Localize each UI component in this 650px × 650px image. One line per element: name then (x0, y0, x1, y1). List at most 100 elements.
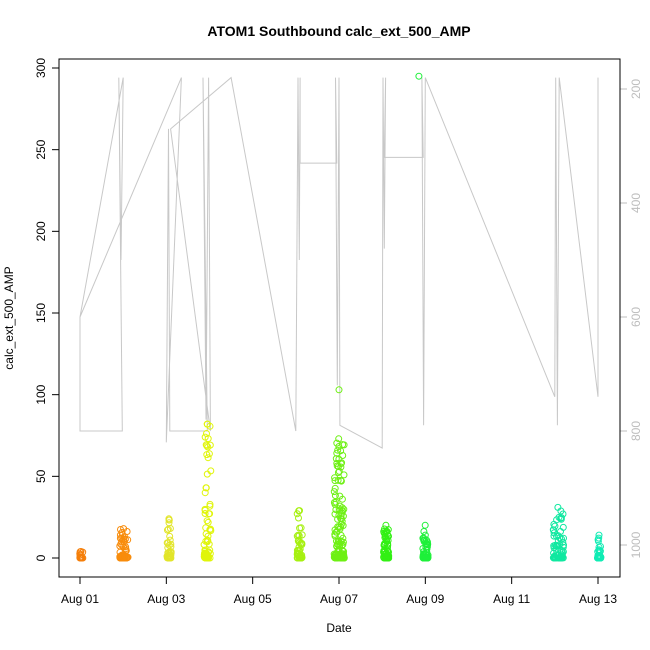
data-point (116, 548, 124, 556)
data-point (331, 492, 339, 500)
data-point (335, 467, 343, 475)
data-point (205, 548, 212, 556)
data-point (293, 546, 301, 554)
data-point (333, 449, 341, 457)
y-tick-label: 0 (34, 554, 48, 561)
data-point (559, 523, 567, 531)
data-point (549, 526, 557, 534)
secondary-y-axis: 200 400 600 800 1000 (620, 79, 643, 558)
data-point (332, 506, 340, 514)
data-point (415, 72, 423, 80)
data-point (121, 554, 129, 562)
data-point (335, 443, 343, 450)
series-group (116, 525, 132, 562)
data-point (77, 548, 85, 555)
data-point (203, 420, 211, 428)
data-point (201, 554, 209, 562)
data-point (382, 549, 390, 557)
data-point (293, 554, 301, 562)
x-tick-label: Aug 09 (406, 592, 444, 606)
data-point (340, 471, 348, 479)
data-point (202, 530, 210, 538)
data-point (204, 518, 212, 526)
data-point (166, 532, 174, 540)
data-point (206, 500, 214, 508)
data-point (205, 510, 213, 518)
x-tick-label: Aug 11 (493, 592, 530, 606)
y-axis: 0 50 100 150 200 250 300 (34, 58, 59, 561)
series-group (380, 521, 393, 562)
y2-tick-label: 200 (629, 79, 643, 99)
data-point (203, 517, 211, 525)
data-point (419, 554, 427, 562)
data-point (337, 512, 345, 520)
data-point (165, 554, 173, 562)
data-point (596, 554, 604, 562)
series-group (330, 435, 348, 562)
data-point (120, 543, 128, 551)
data-point (338, 495, 346, 503)
data-point (330, 488, 338, 496)
data-point (120, 533, 128, 541)
data-point (204, 443, 212, 451)
data-point (560, 534, 567, 542)
data-point (331, 500, 339, 508)
data-point (550, 549, 558, 557)
y-tick-label: 50 (34, 469, 48, 483)
data-point (298, 531, 306, 539)
y2-tick-label: 400 (629, 193, 643, 213)
series-group (293, 507, 306, 562)
data-point (201, 546, 209, 554)
data-point (423, 540, 430, 548)
data-point (294, 549, 302, 557)
data-point (331, 474, 339, 482)
x-axis-label: Date (326, 621, 352, 635)
data-point (555, 513, 563, 521)
data-point (334, 446, 342, 454)
data-point (554, 503, 562, 511)
data-point (335, 553, 343, 561)
x-tick-label: Aug 13 (579, 592, 617, 606)
data-point (337, 447, 345, 455)
y2-tick-label: 600 (629, 307, 643, 327)
data-point (423, 536, 430, 544)
data-point (332, 455, 340, 463)
data-point (383, 537, 391, 545)
depth-trace (79, 76, 599, 449)
x-tick-label: Aug 07 (320, 592, 358, 606)
data-point (421, 521, 429, 529)
data-point (552, 542, 560, 550)
data-point (595, 552, 603, 560)
data-point (559, 538, 567, 546)
data-point (337, 463, 345, 471)
data-point (338, 459, 346, 467)
series-group (549, 503, 567, 562)
y2-tick-label: 1000 (629, 531, 643, 558)
depth-trace-line (79, 76, 599, 449)
data-point (333, 439, 341, 447)
series-group (163, 515, 175, 562)
plot-frame (58, 58, 621, 578)
data-point (202, 484, 210, 492)
data-point (295, 514, 302, 522)
data-point (335, 523, 343, 531)
data-point (382, 554, 390, 562)
data-point (207, 467, 215, 475)
x-tick-label: Aug 03 (147, 592, 185, 606)
data-point (76, 551, 84, 559)
data-point (380, 528, 388, 535)
y2-tick-label: 800 (629, 421, 643, 441)
data-point (595, 531, 603, 539)
data-point (423, 554, 431, 562)
data-point (337, 460, 345, 468)
data-point (381, 532, 389, 540)
data-point (421, 550, 429, 558)
data-point (201, 550, 209, 558)
series-group (200, 420, 215, 562)
data-point (335, 435, 343, 443)
data-point (550, 520, 558, 528)
data-point (384, 542, 392, 550)
data-point (206, 526, 214, 534)
data-point (202, 441, 210, 449)
data-point (201, 489, 209, 497)
